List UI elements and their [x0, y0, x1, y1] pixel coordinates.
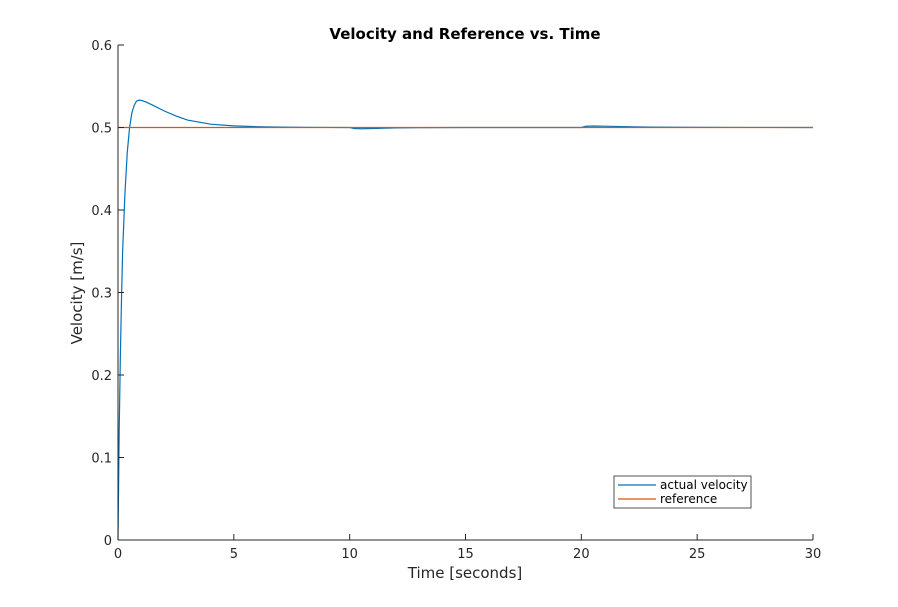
y-tick-label: 0.3 — [91, 287, 112, 302]
x-tick-label: 0 — [114, 547, 122, 562]
legend-label-reference: reference — [660, 492, 717, 506]
y-tick-label: 0 — [104, 534, 112, 549]
axes-group: 0 5 10 15 20 25 30 0 0.1 0.2 0.3 0.4 0.5 0.6 — [91, 39, 821, 562]
x-tick-label: 20 — [573, 547, 590, 562]
y-axis-label: Velocity [m/s] — [68, 242, 86, 345]
legend: actual velocity reference — [613, 475, 752, 509]
legend-label-actual-velocity: actual velocity — [660, 478, 748, 492]
y-tick-label: 0.6 — [91, 39, 112, 54]
legend-box — [613, 475, 752, 509]
chart-title: Velocity and Reference vs. Time — [329, 25, 600, 43]
y-tick-label: 0.4 — [91, 204, 112, 219]
plot-area: 0 5 10 15 20 25 30 0 0.1 0.2 0.3 0.4 0.5 0.6 — [91, 39, 821, 562]
x-tick-label: 10 — [341, 547, 358, 562]
y-tick-label: 0.1 — [91, 452, 112, 467]
x-tick-label: 15 — [457, 547, 474, 562]
x-axis-label: Time [seconds] — [407, 564, 523, 582]
y-tick-label: 0.5 — [91, 122, 112, 137]
x-tick-label: 5 — [230, 547, 238, 562]
y-tick-label: 0.2 — [91, 369, 112, 384]
x-tick-label: 30 — [805, 547, 822, 562]
series-line-actual-velocity — [117, 99, 814, 541]
x-tick-label: 25 — [689, 547, 706, 562]
plot-background — [118, 45, 813, 540]
series-group — [117, 99, 814, 541]
